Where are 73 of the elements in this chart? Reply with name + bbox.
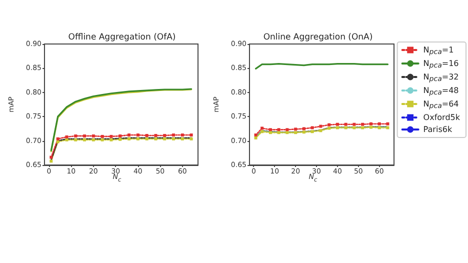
point [277, 128, 280, 132]
point [260, 126, 264, 130]
point [254, 133, 258, 136]
point [328, 126, 331, 130]
point [172, 137, 176, 140]
point [344, 122, 348, 126]
point [145, 137, 148, 140]
point [361, 126, 364, 130]
point [352, 126, 356, 130]
point [286, 131, 289, 134]
point [369, 122, 372, 126]
point [190, 137, 193, 140]
point [378, 126, 381, 130]
point [65, 138, 68, 142]
point [386, 126, 390, 130]
point [361, 122, 364, 126]
point [50, 156, 53, 159]
point [180, 133, 184, 136]
point [128, 133, 131, 136]
point [100, 134, 104, 138]
point [180, 137, 184, 140]
point [92, 134, 95, 138]
point [100, 138, 104, 142]
point [83, 138, 86, 142]
legend-label: Oxford5k [423, 113, 460, 122]
point [92, 138, 95, 142]
point [352, 122, 356, 126]
point [110, 138, 113, 142]
point [268, 128, 272, 132]
point [378, 122, 381, 126]
point [319, 124, 322, 128]
point [344, 126, 348, 130]
point [110, 134, 113, 138]
chart-title: Offline Aggregation (OfA) [68, 32, 176, 42]
point [336, 126, 339, 130]
point [310, 130, 314, 134]
point [145, 134, 148, 137]
point [268, 131, 272, 134]
point [172, 133, 176, 136]
point [118, 138, 122, 141]
point [163, 137, 166, 140]
point [65, 135, 68, 138]
point [74, 134, 78, 138]
point [310, 126, 314, 130]
point [277, 131, 280, 134]
point [302, 127, 306, 130]
point [286, 128, 289, 132]
point [254, 136, 258, 140]
point [154, 137, 158, 140]
point [83, 134, 86, 138]
point [163, 134, 166, 137]
point [74, 138, 78, 142]
point [294, 128, 298, 131]
legend-label: Paris6k [423, 125, 452, 134]
line-series [50, 133, 193, 159]
point [118, 134, 122, 138]
point [260, 130, 264, 134]
point [56, 140, 60, 144]
point [302, 130, 306, 134]
point [369, 126, 372, 129]
point [319, 129, 322, 132]
chart-title: Online Aggregation (OnA) [263, 32, 373, 42]
point [190, 133, 193, 136]
point [56, 137, 60, 140]
point [154, 134, 158, 137]
point [128, 137, 131, 140]
point [386, 122, 390, 126]
point [136, 137, 140, 140]
point [136, 133, 140, 136]
point [294, 131, 298, 134]
point [50, 160, 53, 163]
point [328, 123, 331, 126]
point [336, 122, 339, 126]
